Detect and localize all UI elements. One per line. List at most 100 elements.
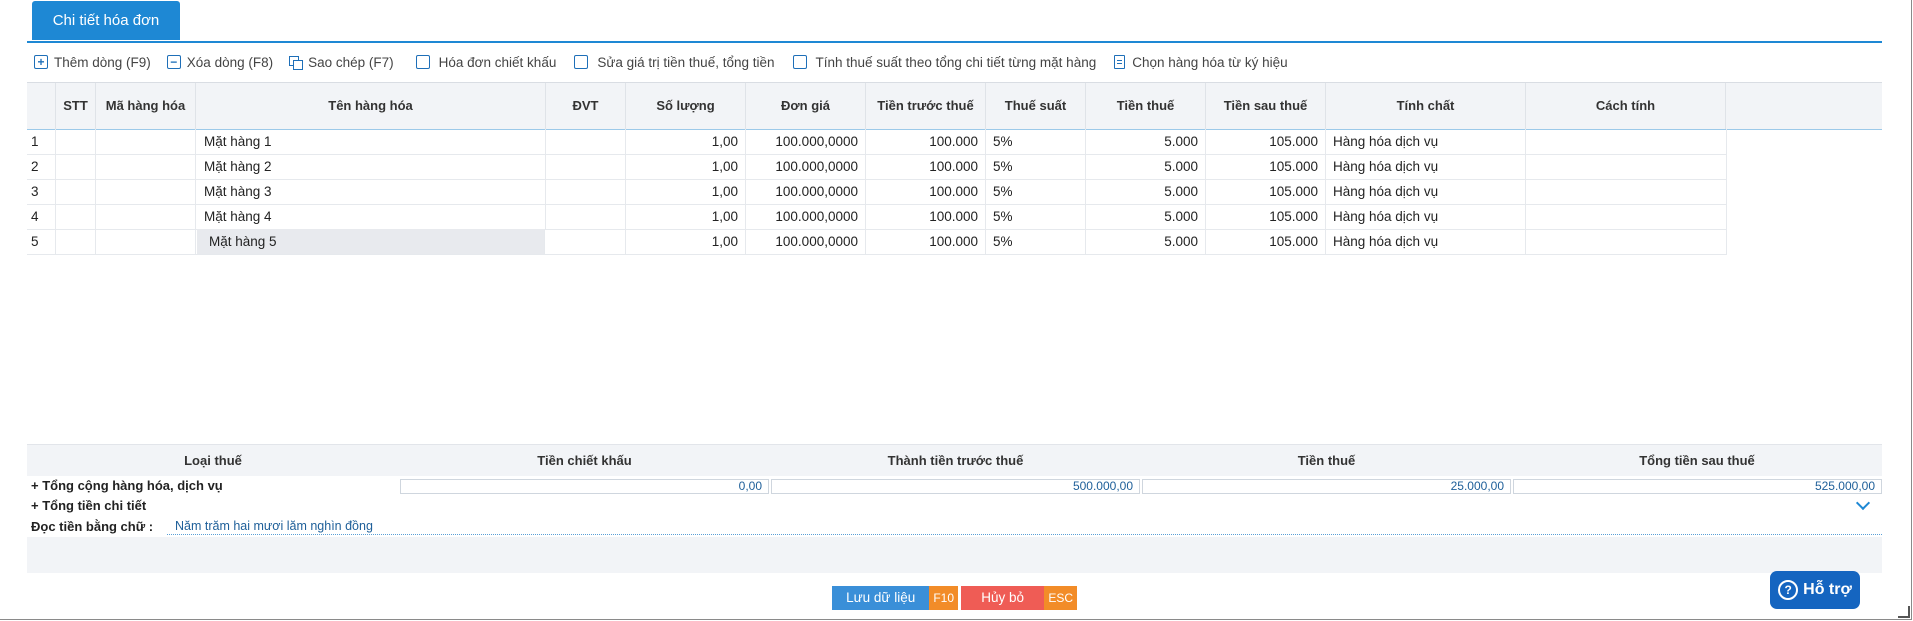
cell-tax[interactable]: 5.000: [1086, 229, 1206, 254]
cell-stt[interactable]: [56, 179, 96, 204]
cell-method[interactable]: [1526, 179, 1727, 204]
summary-header-tax: Tiền thuế: [1297, 453, 1356, 468]
cell-unit[interactable]: [546, 179, 626, 204]
cell-method[interactable]: [1526, 154, 1727, 179]
header-stt[interactable]: STT: [56, 83, 96, 129]
table-row[interactable]: 5 Mặt hàng 5 1,00 100.000,0000 100.000 5…: [27, 229, 1727, 255]
cell-price[interactable]: 100.000,0000: [746, 154, 866, 179]
tab-invoice-details[interactable]: Chi tiết hóa đơn: [32, 1, 180, 40]
cell-tax[interactable]: 5.000: [1086, 204, 1206, 229]
cell-qty[interactable]: 1,00: [626, 129, 746, 154]
cell-unit[interactable]: [546, 229, 626, 254]
header-unit[interactable]: ĐVT: [546, 83, 626, 129]
chevron-down-icon[interactable]: [1855, 495, 1871, 511]
cell-code[interactable]: [96, 229, 196, 254]
header-pretax[interactable]: Tiền trước thuế: [866, 83, 986, 129]
edit-tax-checkbox[interactable]: Sửa giá trị tiền thuế, tổng tiền: [574, 55, 775, 70]
cell-name[interactable]: Mặt hàng 2: [196, 154, 546, 179]
cell-tax[interactable]: 5.000: [1086, 154, 1206, 179]
cell-unit[interactable]: [546, 154, 626, 179]
header-qty[interactable]: Số lượng: [626, 83, 746, 129]
cell-name[interactable]: Mặt hàng 3: [196, 179, 546, 204]
tax-total-field[interactable]: 25.000,00: [1142, 479, 1511, 494]
resize-handle-icon[interactable]: [1898, 606, 1910, 618]
cell-code[interactable]: [96, 129, 196, 154]
delete-row-button[interactable]: − Xóa dòng (F8): [166, 54, 274, 70]
cell-stt[interactable]: [56, 204, 96, 229]
cell-total[interactable]: 105.000: [1206, 179, 1326, 204]
summary-detail-row[interactable]: + Tổng tiền chi tiết: [27, 495, 1882, 516]
cell-pretax[interactable]: 100.000: [866, 229, 986, 254]
cell-total[interactable]: 105.000: [1206, 204, 1326, 229]
amount-in-words-row: Đọc tiền bằng chữ : Năm trăm hai mươi lă…: [27, 517, 1882, 537]
header-method[interactable]: Cách tính: [1526, 83, 1726, 129]
grand-total-field[interactable]: 525.000,00: [1513, 479, 1882, 494]
cell-tax[interactable]: 5.000: [1086, 129, 1206, 154]
cell-rate[interactable]: 5%: [986, 129, 1086, 154]
discount-total-field[interactable]: 0,00: [400, 479, 769, 494]
cell-type[interactable]: Hàng hóa dịch vụ: [1326, 204, 1526, 229]
discount-invoice-checkbox[interactable]: Hóa đơn chiết khấu: [415, 55, 556, 70]
header-price[interactable]: Đơn giá: [746, 83, 866, 129]
save-button[interactable]: Lưu dữ liệu F10: [832, 586, 958, 610]
header-type[interactable]: Tính chất: [1326, 83, 1526, 129]
help-button[interactable]: ? Hỗ trợ: [1770, 571, 1860, 609]
add-row-button[interactable]: + Thêm dòng (F9): [34, 55, 151, 70]
cell-qty[interactable]: 1,00: [626, 179, 746, 204]
pretax-total-field[interactable]: 500.000,00: [771, 479, 1140, 494]
header-name[interactable]: Tên hàng hóa: [196, 83, 546, 129]
cell-pretax[interactable]: 100.000: [866, 129, 986, 154]
table-row[interactable]: 2 Mặt hàng 2 1,00 100.000,0000 100.000 5…: [27, 154, 1727, 180]
cell-unit[interactable]: [546, 129, 626, 154]
cell-qty[interactable]: 1,00: [626, 229, 746, 254]
cell-name-editing[interactable]: Mặt hàng 5: [197, 229, 545, 254]
cell-method[interactable]: [1526, 204, 1727, 229]
cell-total[interactable]: 105.000: [1206, 129, 1326, 154]
header-code[interactable]: Mã hàng hóa: [96, 83, 196, 129]
cell-type[interactable]: Hàng hóa dịch vụ: [1326, 154, 1526, 179]
cell-stt[interactable]: [56, 154, 96, 179]
cell-method[interactable]: [1526, 129, 1727, 154]
add-row-label: Thêm dòng (F9): [54, 54, 151, 70]
cell-total[interactable]: 105.000: [1206, 229, 1326, 254]
cell-price[interactable]: 100.000,0000: [746, 129, 866, 154]
cell-price[interactable]: 100.000,0000: [746, 229, 866, 254]
cell-code[interactable]: [96, 154, 196, 179]
table-row[interactable]: 3 Mặt hàng 3 1,00 100.000,0000 100.000 5…: [27, 179, 1727, 205]
amount-in-words-field[interactable]: Năm trăm hai mươi lăm nghìn đồng: [167, 517, 1882, 535]
cell-stt[interactable]: [56, 129, 96, 154]
cell-type[interactable]: Hàng hóa dịch vụ: [1326, 179, 1526, 204]
cell-price[interactable]: 100.000,0000: [746, 204, 866, 229]
cell-name[interactable]: Mặt hàng 1: [196, 129, 546, 154]
cell-name[interactable]: Mặt hàng 4: [196, 204, 546, 229]
cell-total[interactable]: 105.000: [1206, 154, 1326, 179]
header-tax[interactable]: Tiền thuế: [1086, 83, 1206, 129]
cell-code[interactable]: [96, 179, 196, 204]
cell-qty[interactable]: 1,00: [626, 154, 746, 179]
cancel-button[interactable]: Hủy bỏ ESC: [961, 586, 1077, 610]
cell-unit[interactable]: [546, 204, 626, 229]
cell-rate[interactable]: 5%: [986, 154, 1086, 179]
table-row[interactable]: 4 Mặt hàng 4 1,00 100.000,0000 100.000 5…: [27, 204, 1727, 230]
cell-rate[interactable]: 5%: [986, 229, 1086, 254]
cell-rate[interactable]: 5%: [986, 179, 1086, 204]
cell-type[interactable]: Hàng hóa dịch vụ: [1326, 129, 1526, 154]
cell-tax[interactable]: 5.000: [1086, 179, 1206, 204]
cell-rate[interactable]: 5%: [986, 204, 1086, 229]
cell-pretax[interactable]: 100.000: [866, 179, 986, 204]
cell-qty[interactable]: 1,00: [626, 204, 746, 229]
cell-price[interactable]: 100.000,0000: [746, 179, 866, 204]
choose-goods-button[interactable]: Chọn hàng hóa từ ký hiệu: [1114, 55, 1288, 70]
cell-method[interactable]: [1526, 229, 1727, 254]
table-row[interactable]: 1 Mặt hàng 1 1,00 100.000,0000 100.000 5…: [27, 129, 1727, 155]
calc-tax-rate-checkbox[interactable]: Tính thuế suất theo tổng chi tiết từng m…: [792, 55, 1096, 70]
cell-pretax[interactable]: 100.000: [866, 154, 986, 179]
cell-pretax[interactable]: 100.000: [866, 204, 986, 229]
cell-stt[interactable]: [56, 229, 96, 254]
cell-code[interactable]: [96, 204, 196, 229]
delete-row-label: Xóa dòng (F8): [186, 54, 274, 70]
cell-type[interactable]: Hàng hóa dịch vụ: [1326, 229, 1526, 254]
copy-button[interactable]: Sao chép (F7): [289, 55, 394, 70]
header-rate[interactable]: Thuế suất: [986, 83, 1086, 129]
header-total[interactable]: Tiền sau thuế: [1206, 83, 1326, 129]
